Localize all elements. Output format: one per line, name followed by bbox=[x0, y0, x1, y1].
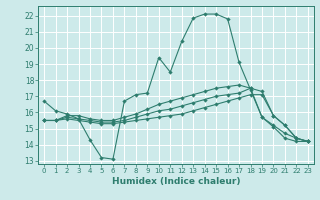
X-axis label: Humidex (Indice chaleur): Humidex (Indice chaleur) bbox=[112, 177, 240, 186]
